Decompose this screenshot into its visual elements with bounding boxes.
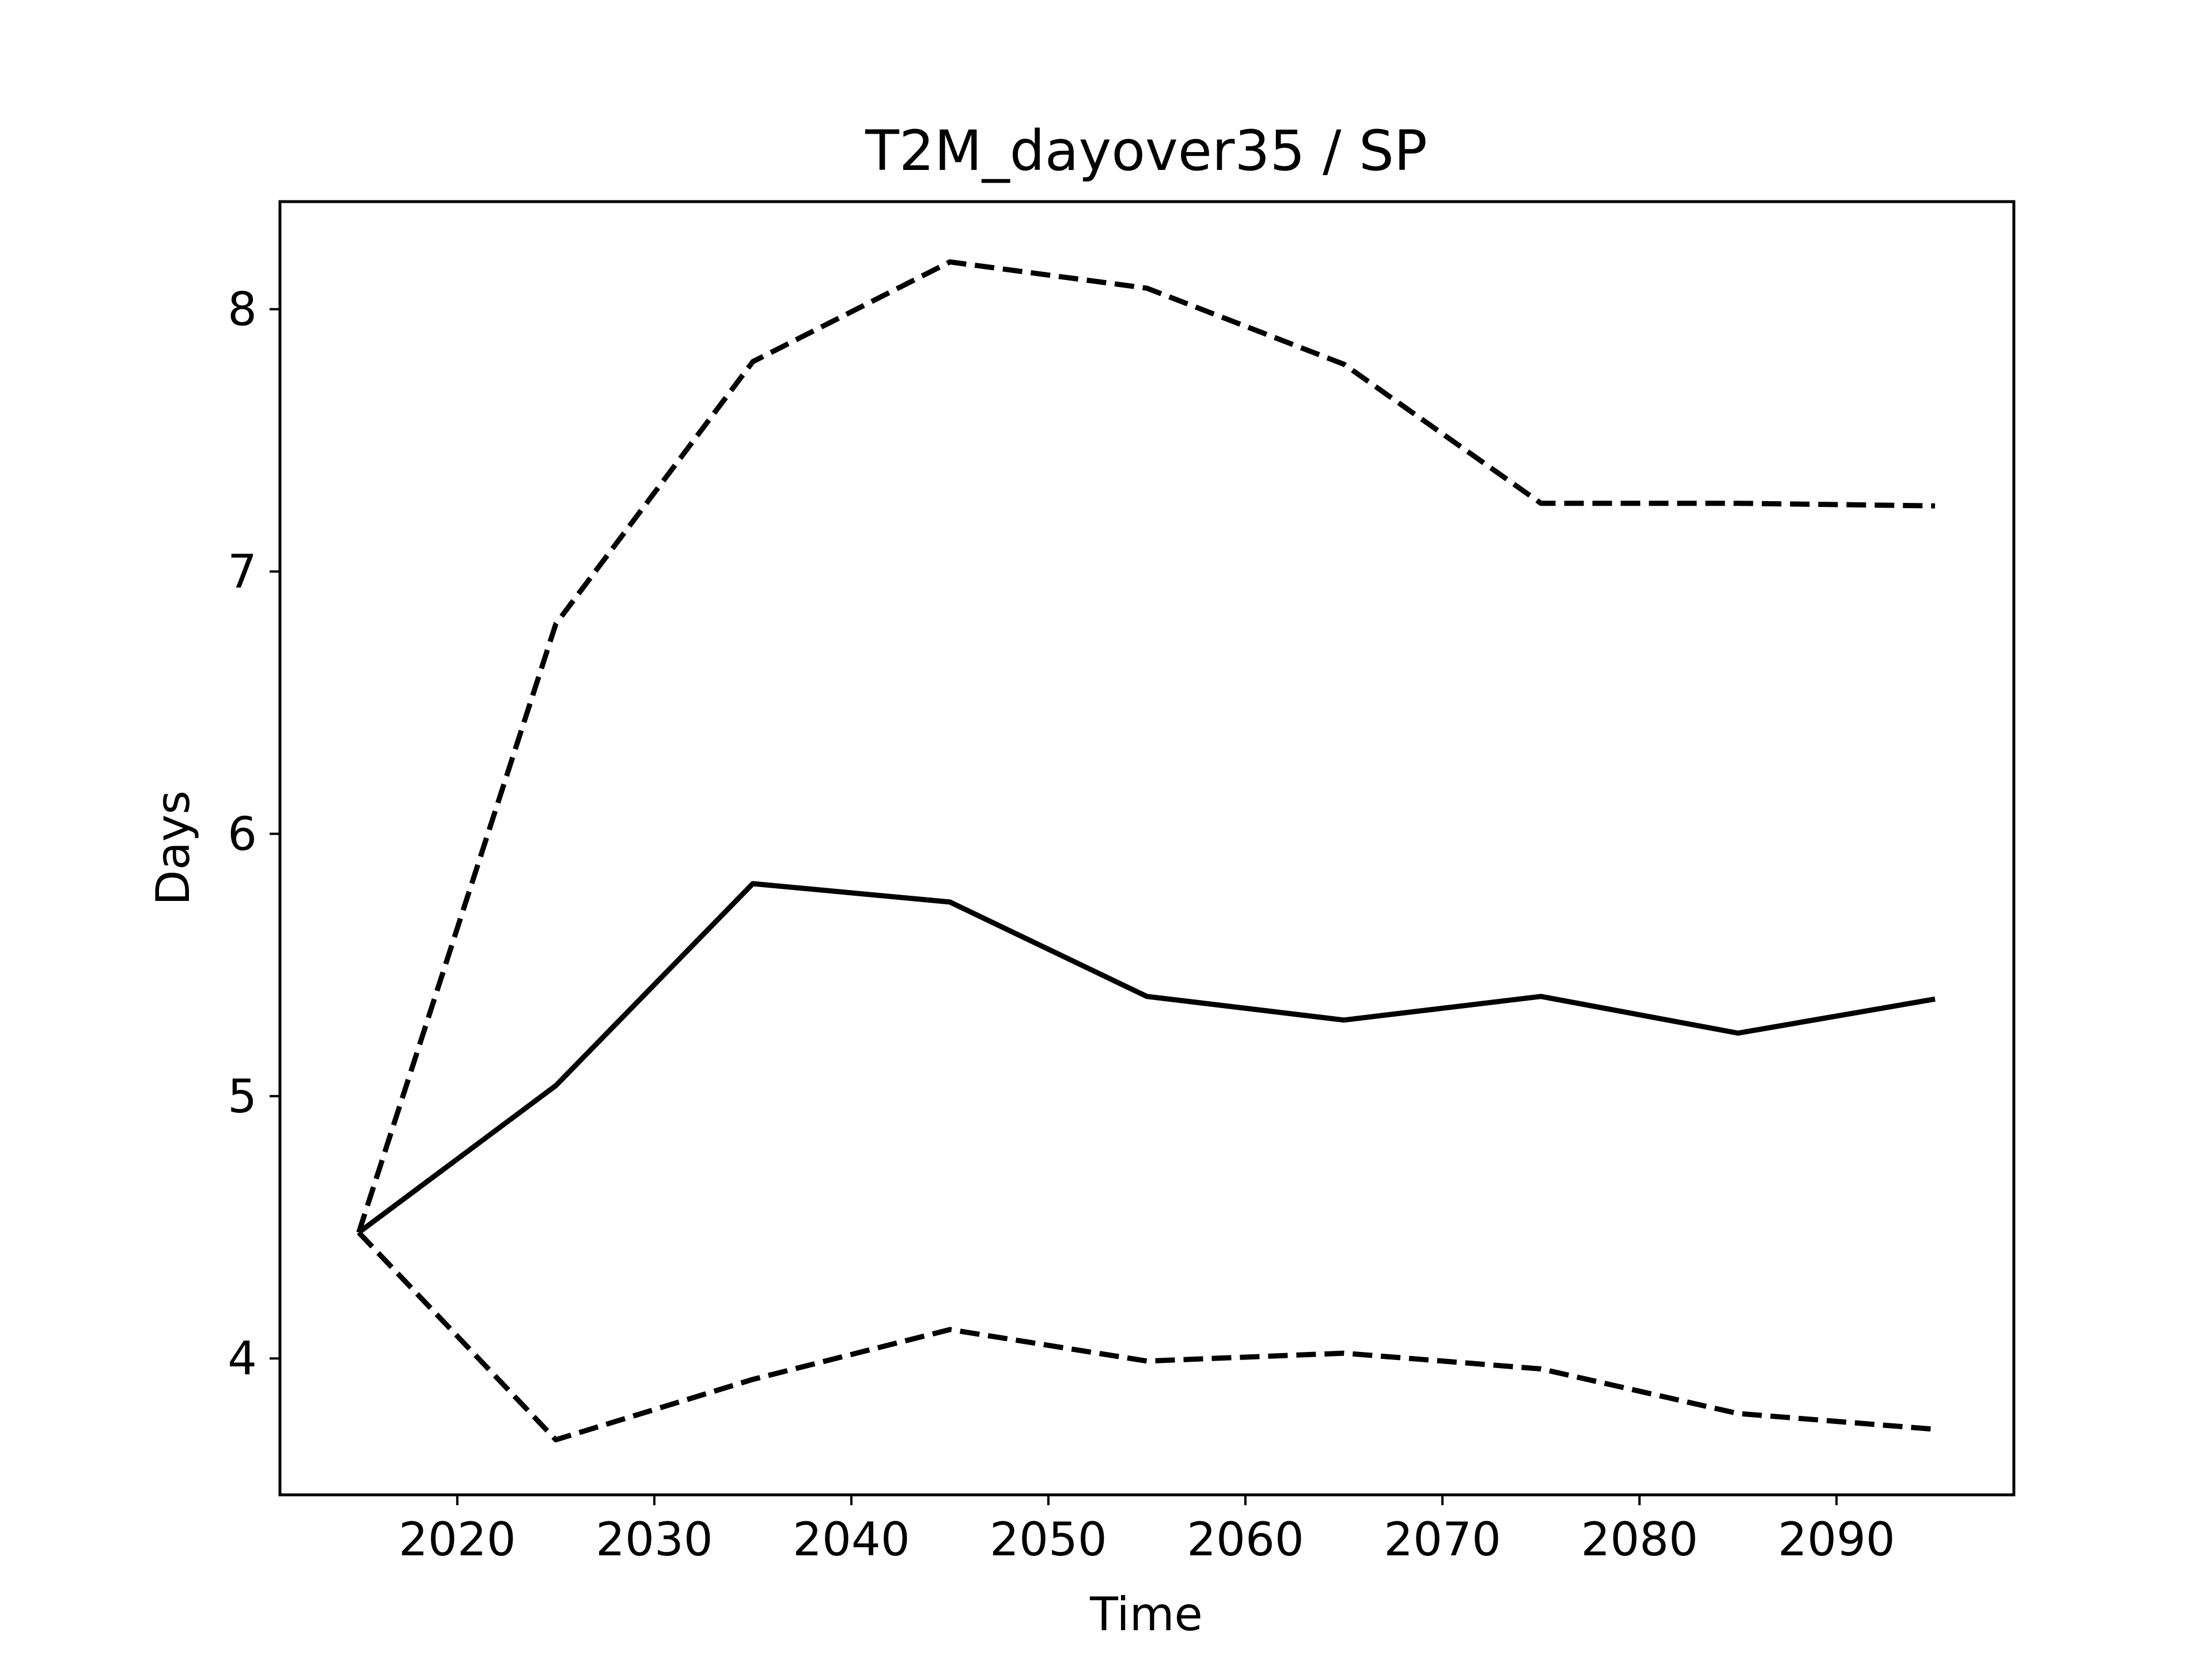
chart-title: T2M_dayover35 / SP <box>865 119 1427 183</box>
y-tick-label: 5 <box>228 1070 257 1123</box>
dashed-series-line-2 <box>357 1230 1936 1442</box>
x-tick-label: 2080 <box>1581 1513 1698 1566</box>
dashed-series-line-1 <box>356 259 1936 1233</box>
solid-series-line-0 <box>357 881 1936 1235</box>
x-tick-label: 2050 <box>990 1513 1107 1566</box>
plot-frame <box>278 200 2016 1497</box>
x-tick-label: 2060 <box>1187 1513 1304 1566</box>
y-tick-label: 7 <box>228 545 257 599</box>
y-tick-label: 4 <box>228 1332 257 1385</box>
plot-area <box>356 259 1936 1442</box>
x-tick-label: 2020 <box>399 1513 516 1566</box>
x-tick-label: 2030 <box>596 1513 713 1566</box>
x-tick-label: 2040 <box>793 1513 910 1566</box>
y-tick-label: 6 <box>228 807 257 861</box>
y-axis-label: Days <box>146 790 200 906</box>
y-tick-label: 8 <box>228 283 257 336</box>
x-tick-label: 2090 <box>1778 1513 1895 1566</box>
x-tick-label: 2070 <box>1384 1513 1501 1566</box>
x-axis-label: Time <box>1089 1588 1203 1641</box>
